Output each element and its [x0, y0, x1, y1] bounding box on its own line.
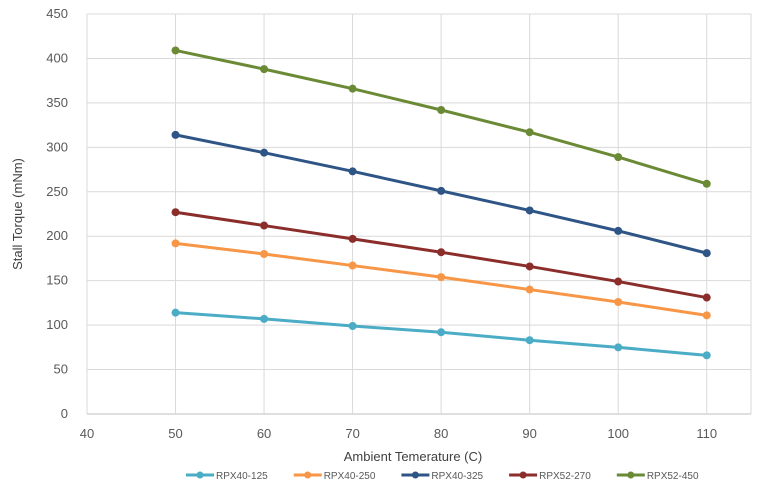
x-tick-label: 80 [434, 426, 448, 441]
y-axis-ticks: 0 50 100 150 200 250 300 350 400 450 [46, 6, 68, 421]
data-point [437, 106, 446, 114]
legend-swatch-marker [627, 471, 635, 479]
data-point [348, 167, 357, 176]
data-point [348, 84, 357, 93]
data-point [702, 249, 711, 258]
x-tick-label: 40 [80, 426, 94, 441]
legend: RPX40-125 RPX40-250 RPX40-325 RPX52-270 RPX5… [186, 471, 699, 482]
y-axis-title: Stall Torque (mNm) [10, 158, 25, 270]
x-tick-label: 70 [345, 426, 359, 441]
data-point [702, 293, 711, 302]
data-point [525, 206, 534, 215]
series-rpx52-450 [171, 46, 711, 188]
data-point [171, 239, 180, 248]
gridlines [86, 13, 752, 415]
data-point [614, 226, 623, 235]
y-tick-label: 350 [46, 95, 68, 110]
x-axis-ticks: 40 50 60 70 80 90 100 110 [80, 426, 717, 441]
data-point [171, 46, 180, 55]
x-tick-label: 50 [168, 426, 182, 441]
data-point [525, 128, 534, 137]
data-point [525, 262, 534, 271]
y-tick-label: 0 [61, 406, 68, 421]
data-point [437, 328, 446, 337]
legend-item: RPX40-325 [401, 471, 484, 482]
data-point [171, 308, 180, 317]
legend-label: RPX52-270 [539, 471, 591, 482]
data-point [260, 148, 269, 157]
x-axis-title: Ambient Temerature (C) [344, 449, 482, 464]
legend-label: RPX40-325 [431, 471, 483, 482]
data-point [702, 351, 711, 360]
legend-swatch-marker [411, 471, 419, 479]
y-tick-label: 400 [46, 50, 68, 65]
legend-item: RPX40-125 [186, 471, 268, 482]
y-tick-label: 200 [46, 228, 68, 243]
x-tick-label: 100 [607, 426, 629, 441]
data-point [614, 153, 623, 162]
legend-swatch-marker [519, 471, 527, 479]
legend-swatch-marker [304, 471, 312, 479]
legend-item: RPX52-270 [509, 471, 591, 482]
legend-item: RPX52-450 [616, 471, 699, 482]
series-group [171, 46, 711, 360]
data-point [437, 248, 446, 257]
data-point [171, 130, 180, 139]
data-point [702, 311, 711, 320]
x-tick-label: 60 [257, 426, 271, 441]
y-tick-label: 300 [46, 139, 68, 154]
y-tick-label: 250 [46, 184, 68, 199]
data-point [437, 273, 446, 282]
data-point [437, 186, 446, 195]
data-point [614, 277, 623, 286]
data-point [348, 322, 357, 330]
data-point [348, 261, 357, 270]
legend-label: RPX40-250 [324, 471, 376, 482]
legend-label: RPX40-125 [216, 471, 268, 482]
series-rpx52-270 [171, 208, 711, 302]
series-rpx40-125 [171, 308, 711, 360]
data-point [260, 221, 269, 230]
data-point [614, 298, 623, 306]
data-point [525, 336, 534, 345]
data-point [702, 179, 711, 188]
data-point [614, 343, 623, 352]
y-tick-label: 150 [46, 273, 68, 288]
series-rpx40-325 [171, 130, 711, 258]
y-tick-label: 50 [54, 362, 68, 377]
data-point [171, 208, 180, 217]
x-tick-label: 110 [696, 426, 717, 441]
legend-item: RPX40-250 [293, 471, 376, 482]
series-rpx40-250 [171, 239, 711, 320]
x-tick-label: 90 [522, 426, 536, 441]
y-tick-label: 450 [46, 6, 68, 21]
data-point [525, 285, 534, 294]
legend-label: RPX52-450 [647, 471, 699, 482]
data-point [260, 250, 269, 258]
legend-swatch-marker [196, 471, 204, 479]
data-point [260, 65, 269, 74]
data-point [348, 234, 357, 243]
data-point [260, 314, 269, 323]
y-tick-label: 100 [46, 317, 68, 332]
